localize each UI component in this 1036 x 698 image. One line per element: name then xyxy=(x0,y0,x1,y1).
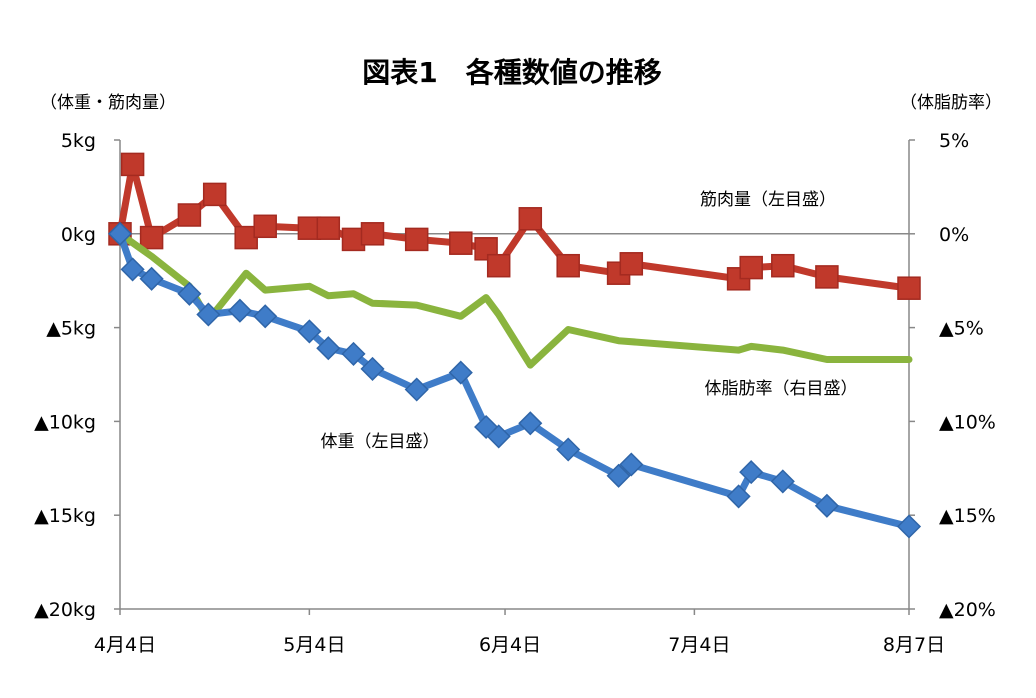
data-point-square xyxy=(739,255,763,280)
data-point-square xyxy=(619,252,644,276)
data-point-diamond xyxy=(196,302,221,327)
left-tick-label: ▲15kg xyxy=(34,505,96,527)
right-tick-label: ▲15% xyxy=(939,505,996,527)
right-axis-label: （体脂肪率） xyxy=(900,93,1002,113)
x-tick-label: 4月4日 xyxy=(94,634,156,656)
data-point-diamond xyxy=(404,377,429,402)
left-tick-label: 5kg xyxy=(61,130,96,152)
data-point-square xyxy=(897,276,921,300)
data-point-diamond xyxy=(120,257,145,282)
data-point-square xyxy=(202,182,227,207)
right-tick-label: ▲20% xyxy=(939,599,996,621)
data-point-diamond xyxy=(814,493,839,518)
data-point-diamond xyxy=(486,424,511,449)
data-point-square xyxy=(177,203,202,227)
left-tick-label: ▲20kg xyxy=(34,599,96,621)
chart-title: 図表1 各種数値の推移 xyxy=(362,56,661,89)
data-point-diamond xyxy=(556,437,581,462)
data-point-square xyxy=(139,225,164,250)
series-labels: 筋肉量（左目盛） 体脂肪率（右目盛） 体重（左目盛） xyxy=(321,190,858,452)
data-point-diamond xyxy=(107,221,133,246)
right-tick-label: ▲5% xyxy=(939,318,984,340)
data-point-diamond xyxy=(316,336,341,361)
data-point-diamond xyxy=(297,319,322,344)
data-point-diamond xyxy=(360,356,385,381)
data-point-diamond xyxy=(770,469,795,494)
series-label: 体重（左目盛） xyxy=(321,432,440,452)
left-axis-label: （体重・筋肉量） xyxy=(40,93,176,113)
right-tick-label: 5% xyxy=(939,130,969,152)
data-point-diamond xyxy=(227,298,252,323)
right-tick-label: 0% xyxy=(939,224,969,246)
x-tick-label: 8月7日 xyxy=(883,634,945,656)
x-tick-label: 5月4日 xyxy=(283,634,345,656)
data-point-diamond xyxy=(896,514,922,539)
series-group xyxy=(108,152,921,300)
data-point-diamond xyxy=(253,304,278,329)
data-point-square xyxy=(404,227,429,252)
series xyxy=(107,152,922,539)
left-tick-label: ▲10kg xyxy=(34,411,96,433)
data-point-square xyxy=(120,152,145,177)
data-point-diamond xyxy=(139,266,164,291)
series-line xyxy=(116,230,913,369)
data-point-diamond xyxy=(177,281,202,306)
tick-labels: 5kg 0kg ▲5kg ▲10kg ▲15kg ▲20kg 5% 0% ▲5% ▲10% ▲15%… xyxy=(34,130,996,656)
data-point-square xyxy=(253,214,277,239)
data-point-square xyxy=(771,253,795,278)
series-group xyxy=(116,230,913,369)
data-point-square xyxy=(815,265,839,289)
data-point-square xyxy=(556,253,580,278)
data-point-diamond xyxy=(518,411,543,436)
data-point-square xyxy=(360,222,385,246)
series-label: 筋肉量（左目盛） xyxy=(700,190,836,210)
data-point-diamond xyxy=(448,360,473,385)
series-label: 体脂肪率（右目盛） xyxy=(705,379,858,399)
data-point-diamond xyxy=(739,460,764,485)
left-tick-label: ▲5kg xyxy=(46,318,96,340)
data-point-square xyxy=(449,231,473,255)
x-tick-label: 7月4日 xyxy=(668,634,730,656)
data-point-diamond xyxy=(726,484,751,509)
series-group xyxy=(107,221,922,539)
data-point-square xyxy=(316,216,341,240)
data-point-square xyxy=(518,207,543,231)
data-point-diamond xyxy=(341,341,366,366)
data-point-diamond xyxy=(606,463,631,488)
data-point-diamond xyxy=(619,452,644,477)
data-point-square xyxy=(486,253,511,278)
left-tick-label: 0kg xyxy=(61,224,96,246)
x-tick-label: 6月4日 xyxy=(479,634,541,656)
axes xyxy=(114,139,915,615)
right-tick-label: ▲10% xyxy=(939,411,996,433)
